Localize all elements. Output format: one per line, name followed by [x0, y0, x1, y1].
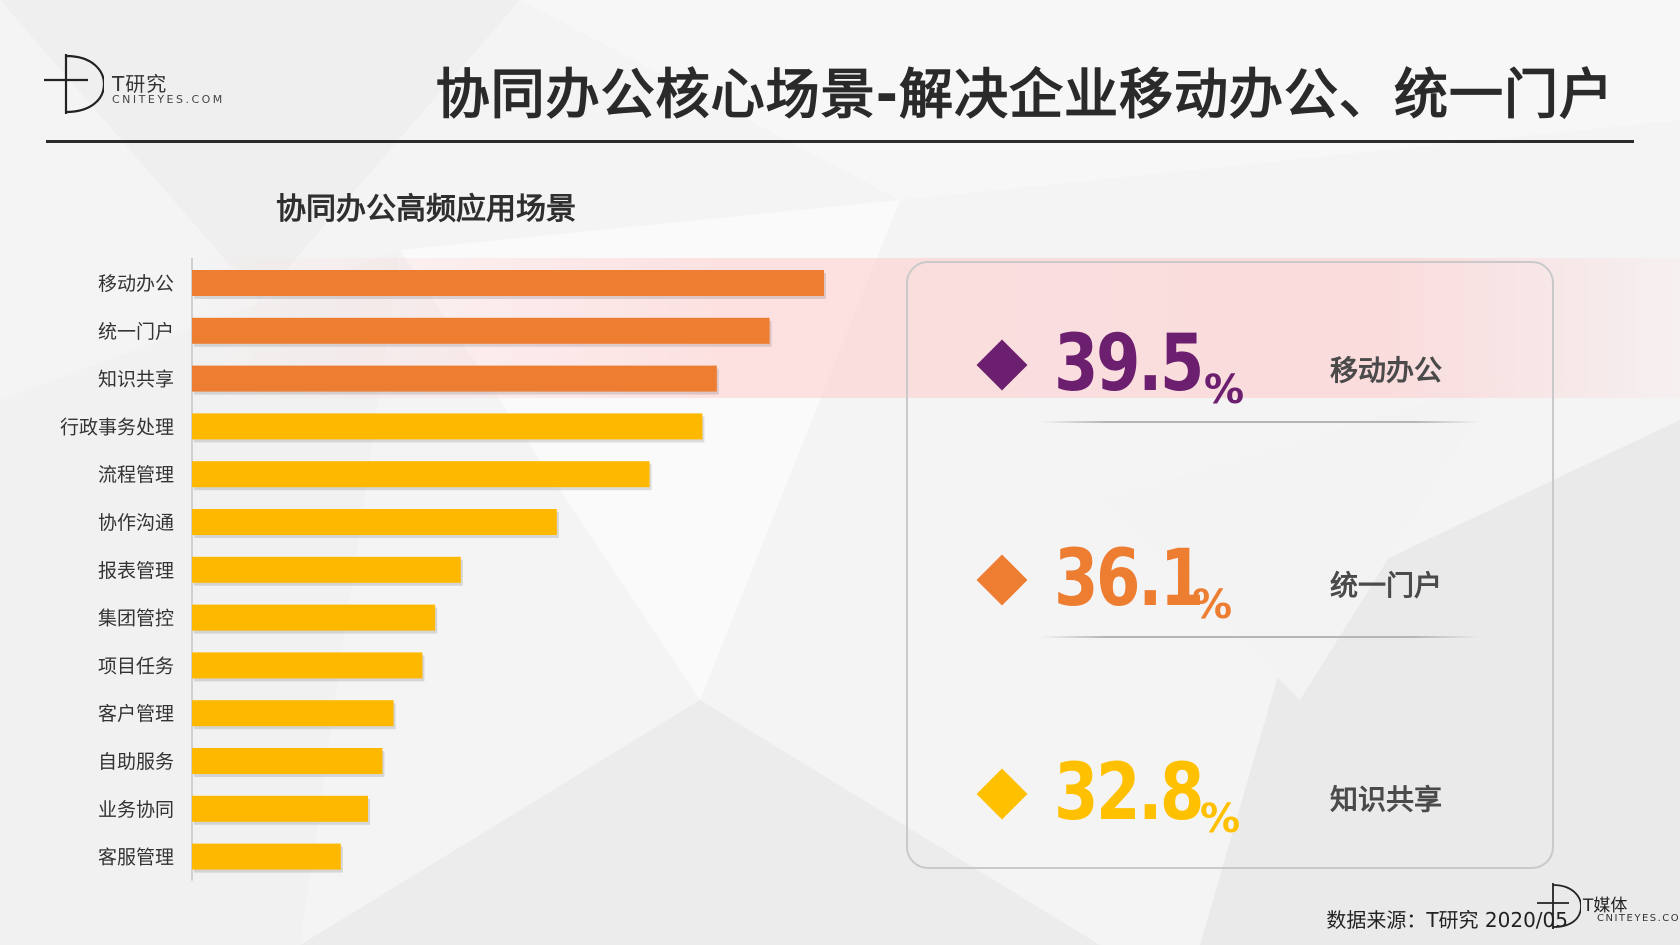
- highlight-panel: 39.5 % 移动办公 36.1 % 统一门户 32.8 % 知识共享: [906, 261, 1554, 869]
- category-label: 自助服务: [98, 751, 174, 773]
- category-label: 项目任务: [98, 655, 174, 677]
- title-divider: [46, 140, 1634, 143]
- bar: [192, 270, 824, 296]
- highlight-unit: %: [1204, 367, 1245, 413]
- highlight-item: 39.5 % 移动办公: [908, 319, 1556, 443]
- bar-chart: 移动办公统一门户知识共享行政事务处理流程管理协作沟通报表管理集团管控项目任务客户…: [60, 258, 826, 881]
- diamond-icon: [976, 339, 1028, 391]
- highlight-label: 统一门户: [1330, 569, 1443, 602]
- category-label: 统一门户: [98, 321, 174, 343]
- media-logo-text-cn: T媒体: [1583, 896, 1628, 916]
- category-label: 业务协同: [98, 799, 174, 821]
- category-label: 报表管理: [98, 560, 174, 582]
- highlight-unit: %: [1200, 796, 1241, 842]
- category-label: 客户管理: [98, 703, 174, 725]
- media-logo-text-en: CNITEYES.COM: [1597, 913, 1680, 924]
- separator-line: [1040, 636, 1480, 638]
- highlight-label: 移动办公: [1330, 354, 1443, 387]
- bar: [192, 795, 368, 822]
- bar: [192, 652, 423, 679]
- bar: [192, 700, 394, 727]
- highlight-label: 知识共享: [1330, 783, 1443, 816]
- highlight-item: 32.8 % 知识共享: [908, 748, 1556, 872]
- bar: [192, 413, 703, 440]
- bar: [192, 461, 650, 488]
- category-label: 协作沟通: [98, 512, 174, 534]
- brand-logo: T研究 CNITEYES.COM: [44, 50, 224, 120]
- category-label: 知识共享: [98, 369, 174, 391]
- highlight-unit: %: [1192, 582, 1233, 628]
- highlight-value: 32.8: [1054, 748, 1204, 838]
- bar: [192, 604, 436, 631]
- highlight-value: 36.1: [1054, 534, 1204, 624]
- category-label: 流程管理: [98, 464, 174, 486]
- bar: [192, 843, 341, 870]
- diamond-icon: [976, 768, 1028, 820]
- highlight-item: 36.1 % 统一门户: [908, 534, 1556, 658]
- bar: [192, 509, 557, 535]
- bar: [192, 317, 770, 344]
- category-label: 移动办公: [98, 273, 174, 295]
- logo-text-en: CNITEYES.COM: [112, 93, 225, 106]
- category-label: 集团管控: [98, 608, 174, 630]
- t-media-logo-icon: [1537, 883, 1581, 929]
- page-title: 协同办公核心场景-解决企业移动办公、统一门户: [435, 63, 1614, 126]
- highlight-value: 39.5: [1054, 319, 1204, 409]
- separator-line: [1040, 421, 1480, 423]
- media-logo: T媒体 CNITEYES.COM: [1537, 881, 1680, 939]
- logo-text-cn: T研究: [112, 72, 168, 96]
- t-research-logo-icon: [44, 54, 104, 114]
- chart-title: 协同办公高频应用场景: [276, 192, 576, 227]
- category-label: 行政事务处理: [60, 416, 174, 438]
- bar: [192, 748, 383, 774]
- bar: [192, 365, 717, 392]
- category-label: 客服管理: [98, 847, 174, 869]
- bar: [192, 556, 461, 583]
- diamond-icon: [976, 554, 1028, 606]
- data-source: 数据来源：T研究 2020/05: [1326, 908, 1568, 932]
